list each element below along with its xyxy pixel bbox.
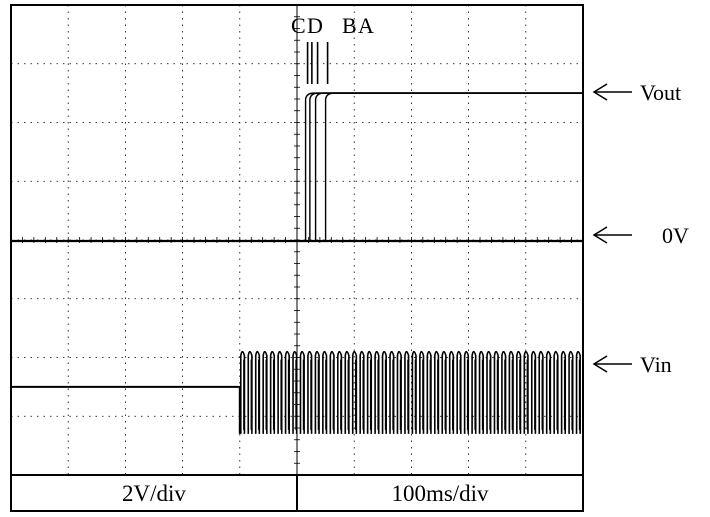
marker-vout: Vout (592, 80, 681, 105)
vin-cycle (292, 350, 298, 434)
step-label-d: D (307, 13, 323, 38)
vin-cycle (344, 350, 350, 434)
step-label-c: C (291, 13, 306, 38)
vin-cycle (530, 350, 537, 434)
marker-vin-label: Vin (640, 352, 672, 377)
vin-cycle (381, 350, 387, 434)
vin-cycle (426, 350, 432, 434)
vout-step-a (324, 92, 583, 241)
vin-cycle (493, 350, 499, 434)
vout-step-c (304, 92, 583, 241)
vin-cycle (508, 350, 514, 434)
vin-cycle (329, 350, 335, 434)
vin-cycle (538, 350, 544, 434)
vin-cycle (463, 350, 470, 434)
vin-cycle (448, 350, 455, 434)
vin-cycle (374, 350, 380, 434)
vin-initial-level (11, 385, 241, 434)
vin-cycle (553, 350, 559, 434)
vin-cycle (523, 350, 529, 434)
vin-cycle (277, 350, 283, 434)
vin-cycle (433, 350, 440, 434)
vin-cycle (240, 350, 246, 434)
vin-cycle (336, 350, 343, 434)
vin-cycle (404, 350, 410, 434)
vin-cycle (299, 350, 305, 434)
vin-cycle (575, 350, 581, 434)
vin-cycle (269, 350, 276, 434)
traces (11, 42, 583, 434)
marker-zero-label: 0V (662, 223, 689, 248)
vin-cycle (441, 350, 447, 434)
vin-cycle (307, 350, 313, 434)
vin-cycle (471, 350, 477, 434)
vin-cycle (314, 350, 320, 434)
vout-step-d (309, 92, 583, 241)
vin-cycle (568, 350, 574, 434)
vin-cycle (389, 350, 395, 434)
vertical-scale-label: 2V/div (122, 481, 186, 506)
vin-cycle (359, 350, 365, 434)
vin-cycle (411, 350, 417, 434)
vin-cycle (545, 350, 552, 434)
marker-vout-label: Vout (640, 80, 681, 105)
vout-step-b (314, 92, 583, 241)
vin-cycle (516, 350, 522, 434)
vin-cycle (419, 350, 425, 434)
vin-cycle (262, 350, 268, 434)
vin-cycle (322, 350, 328, 434)
vin-cycle (396, 350, 402, 434)
marker-zero: 0V (592, 223, 689, 248)
vin-cycle (366, 350, 373, 434)
vin-cycle (478, 350, 484, 434)
vin-cycle (456, 350, 462, 434)
step-label-a: A (358, 13, 374, 38)
horizontal-scale-label: 100ms/div (391, 481, 489, 506)
step-label-b: B (342, 13, 357, 38)
marker-vin: Vin (592, 352, 672, 377)
vin-cycle (486, 350, 492, 434)
vin-cycle (247, 350, 253, 434)
vin-cycle (501, 350, 507, 434)
vin-cycle (254, 350, 261, 434)
vin-cycle (351, 350, 358, 434)
vin-cycle (284, 350, 290, 434)
vin-cycle (560, 350, 567, 434)
